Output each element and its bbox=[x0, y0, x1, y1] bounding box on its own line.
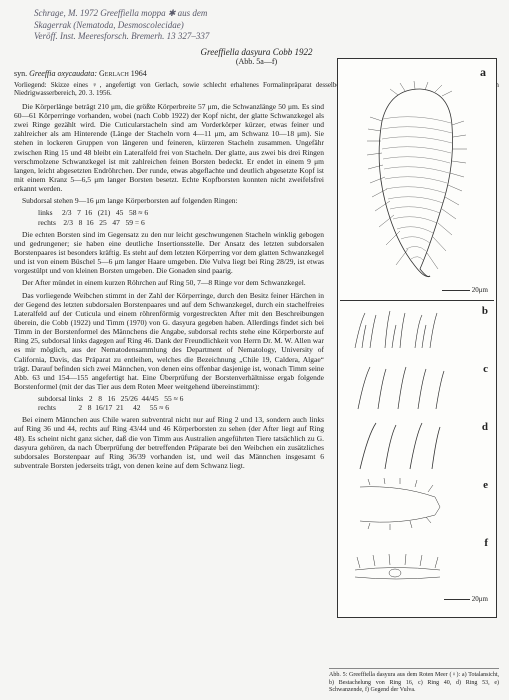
document-page: Schrage, M. 1972 Greeffiella moppa ✱ aus… bbox=[0, 0, 509, 700]
paragraph-3: Die echten Borsten sind im Gegensatz zu … bbox=[14, 230, 324, 276]
table-row: rechts 2/3 8 16 25 47 59 = 6 bbox=[38, 218, 324, 227]
scale-bar-a: 20μm bbox=[442, 286, 488, 294]
figure-d: d bbox=[340, 419, 494, 477]
figure-d-label: d bbox=[482, 421, 488, 433]
figure-b-label: b bbox=[482, 305, 488, 317]
nematode-total-view-drawing bbox=[360, 81, 470, 281]
species-authority: Cobb 1922 bbox=[273, 47, 313, 57]
figure-plate: a bbox=[337, 58, 497, 618]
tail-end-drawing bbox=[340, 477, 460, 531]
spines-ring40-drawing bbox=[340, 361, 460, 415]
species-name: Greeffiella dasyura bbox=[201, 47, 271, 57]
species-title: Greeffiella dasyura Cobb 1922 bbox=[14, 47, 499, 57]
scale-bar-line-icon bbox=[444, 599, 470, 600]
figure-c: c bbox=[340, 361, 494, 419]
table-row: links 2/3 7 16 (21) 45 58 ≈ 6 bbox=[38, 208, 324, 217]
scale-bar-line-icon bbox=[442, 290, 470, 291]
syn-label: syn. bbox=[14, 69, 27, 78]
setae-table-1: links 2/3 7 16 (21) 45 58 ≈ 6 rechts 2/3… bbox=[38, 208, 324, 226]
figure-e: e bbox=[340, 477, 494, 535]
figure-f: f 20μm bbox=[340, 535, 494, 607]
figure-c-label: c bbox=[483, 363, 488, 375]
table-row: rechts 2 8 16/17 21 42 55 ≈ 6 bbox=[38, 403, 324, 412]
figure-e-label: e bbox=[483, 479, 488, 491]
figure-a: a bbox=[340, 61, 494, 301]
paragraph-6: Bei einem Männchen aus Chile waren subve… bbox=[14, 415, 324, 470]
paragraph-2-intro: Subdorsal stehen 9—16 μm lange Körperbor… bbox=[14, 196, 324, 205]
figure-a-label: a bbox=[480, 65, 486, 80]
paragraph-5: Das vorliegende Weibchen stimmt in der Z… bbox=[14, 291, 324, 392]
figure-b: b bbox=[340, 303, 494, 361]
figure-lower-panels: b c bbox=[340, 303, 494, 615]
scale-bar-f: 20μm bbox=[444, 595, 488, 603]
figure-caption: Abb. 5: Greeffiella dasyura aus dem Rote… bbox=[329, 668, 499, 694]
syn-authority: Gerlach 1964 bbox=[99, 69, 147, 78]
main-text-column: Die Körperlänge beträgt 210 μm, die größ… bbox=[14, 102, 324, 470]
syn-species: Greeffia oxycaudata: bbox=[29, 69, 97, 78]
spines-ring16-drawing bbox=[340, 303, 460, 357]
voucher-label: Vorliegend: bbox=[14, 81, 47, 89]
paragraph-1: Die Körperlänge beträgt 210 μm, die größ… bbox=[14, 102, 324, 193]
figure-f-label: f bbox=[484, 537, 488, 549]
spines-ring53-drawing bbox=[340, 419, 460, 473]
scale-bar-a-label: 20μm bbox=[472, 286, 488, 294]
vulva-region-drawing bbox=[340, 535, 460, 585]
table-row: subdorsal links 2 8 16 25/26 44/45 55 ≈ … bbox=[38, 394, 324, 403]
scale-bar-f-label: 20μm bbox=[472, 595, 488, 603]
handwritten-annotation: Schrage, M. 1972 Greeffiella moppa ✱ aus… bbox=[14, 8, 499, 43]
setae-table-2: subdorsal links 2 8 16 25/26 44/45 55 ≈ … bbox=[38, 394, 324, 412]
paragraph-4: Der After mündet in einem kurzen Röhrche… bbox=[14, 278, 324, 287]
